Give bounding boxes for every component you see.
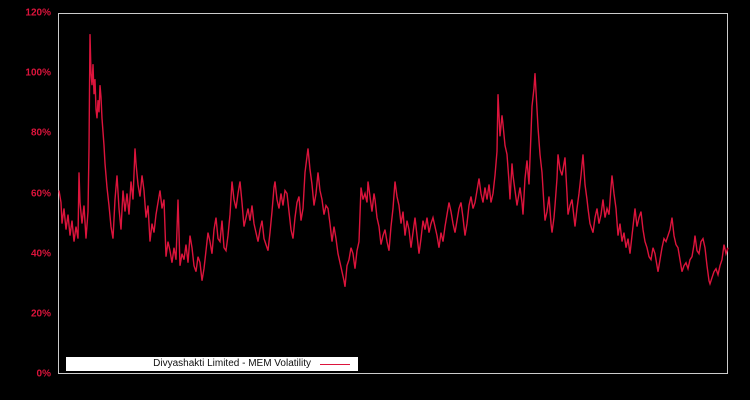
y-axis-tick-label: 80% <box>30 127 51 139</box>
y-axis-tick-label: 100% <box>25 67 51 79</box>
y-axis-tick-label: 60% <box>30 188 51 199</box>
y-axis: 0% 20% 40% 60% 80% 100% 120% <box>0 0 53 400</box>
plot-area <box>58 13 728 374</box>
y-axis-tick-label: 120% <box>25 7 51 19</box>
y-axis-tick-label: 0% <box>36 368 51 380</box>
volatility-line <box>58 34 729 287</box>
legend: Divyashakti Limited - MEM Volatility <box>66 357 358 371</box>
y-axis-tick-label: 40% <box>30 248 51 260</box>
y-axis-tick-label: 20% <box>30 308 51 320</box>
legend-line-sample <box>320 363 350 365</box>
legend-label: Divyashakti Limited - MEM Volatility <box>153 358 311 369</box>
